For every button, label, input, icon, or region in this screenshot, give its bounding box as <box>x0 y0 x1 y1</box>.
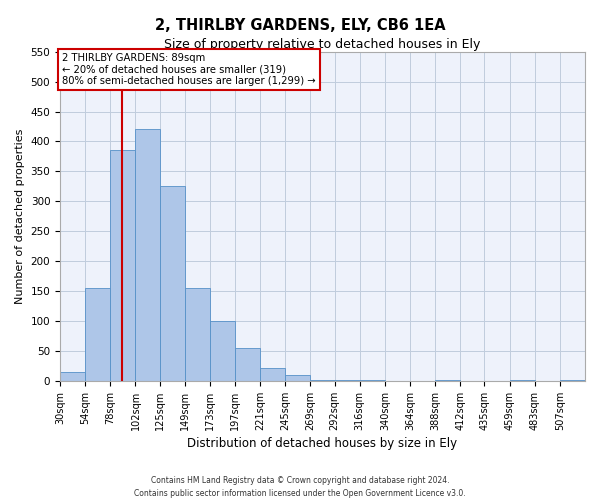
Text: 2 THIRLBY GARDENS: 89sqm
← 20% of detached houses are smaller (319)
80% of semi-: 2 THIRLBY GARDENS: 89sqm ← 20% of detach… <box>62 53 316 86</box>
Bar <box>60 372 85 381</box>
X-axis label: Distribution of detached houses by size in Ely: Distribution of detached houses by size … <box>187 437 458 450</box>
Bar <box>110 150 136 381</box>
Y-axis label: Number of detached properties: Number of detached properties <box>15 128 25 304</box>
Bar <box>210 321 235 381</box>
Bar <box>310 380 335 381</box>
Bar <box>335 380 360 381</box>
Bar <box>185 288 210 381</box>
Bar <box>360 380 385 381</box>
Text: Contains HM Land Registry data © Crown copyright and database right 2024.
Contai: Contains HM Land Registry data © Crown c… <box>134 476 466 498</box>
Bar <box>85 288 110 381</box>
Text: 2, THIRLBY GARDENS, ELY, CB6 1EA: 2, THIRLBY GARDENS, ELY, CB6 1EA <box>155 18 445 32</box>
Bar <box>560 380 585 381</box>
Bar <box>260 368 286 381</box>
Bar <box>435 380 460 381</box>
Bar <box>509 380 535 381</box>
Bar <box>160 186 185 381</box>
Bar <box>235 348 260 381</box>
Bar <box>286 375 310 381</box>
Title: Size of property relative to detached houses in Ely: Size of property relative to detached ho… <box>164 38 481 51</box>
Bar <box>136 130 160 381</box>
